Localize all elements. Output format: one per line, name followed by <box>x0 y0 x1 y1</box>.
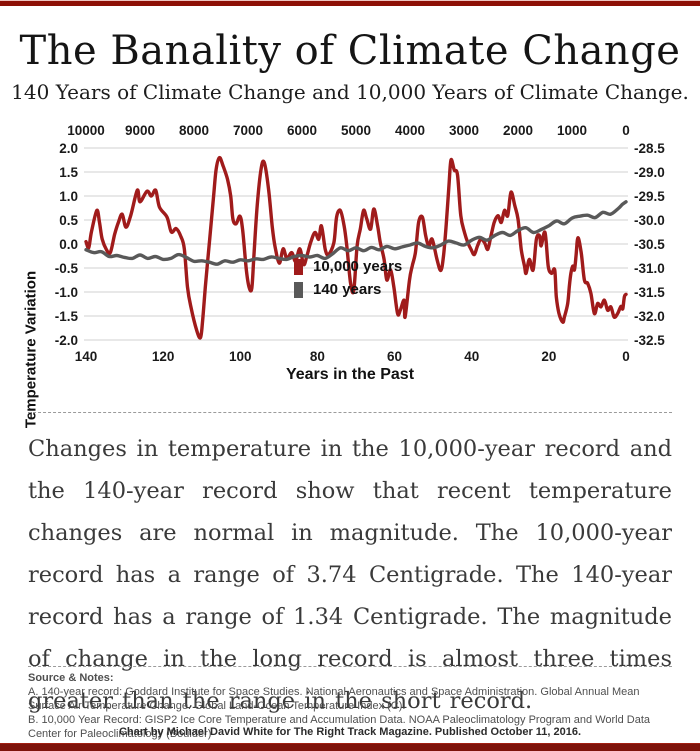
legend-label-10000-years: 10,000 years <box>313 258 403 275</box>
right-axis-tick: -29.5 <box>634 189 665 204</box>
right-axis-tick: -32.5 <box>634 333 665 348</box>
right-axis-tick: -31.0 <box>634 261 665 276</box>
left-axis-tick: -1.5 <box>55 309 79 324</box>
series-line-10-000-years <box>84 155 628 340</box>
y-axis-title: Temperature Variation <box>22 270 40 429</box>
top-axis-tick: 10000 <box>67 123 105 138</box>
bottom-axis-tick: 80 <box>310 349 325 364</box>
left-axis-tick: -1.0 <box>55 285 78 300</box>
left-axis-tick: 2.0 <box>59 141 78 156</box>
climate-chart: 10000 9000 8000 7000 6000 5000 4000 3000 2000 100… <box>0 113 700 428</box>
right-axis-tick: -30.0 <box>634 213 665 228</box>
top-axis-tick: 2000 <box>503 123 533 138</box>
legend-swatch-10000-years <box>294 258 303 275</box>
legend-swatch-140-years <box>294 281 303 298</box>
top-axis-tick: 7000 <box>233 123 263 138</box>
source-notes: Source & Notes: A. 140-year record: Godd… <box>28 671 678 741</box>
legend-item-10000-years: 10,000 years <box>294 258 402 275</box>
credit-line: Chart by Michael David White for The Rig… <box>118 726 582 738</box>
top-axis-tick: 8000 <box>179 123 209 138</box>
source-note-b: B. 10,000 Year Record: GISP2 Ice Core Te… <box>28 714 651 740</box>
top-axis-tick: 0 <box>622 123 630 138</box>
top-axis-tick: 5000 <box>341 123 371 138</box>
left-axis-tick: -0.5 <box>55 261 79 276</box>
bottom-accent-bar <box>0 743 700 751</box>
left-axis-tick: -2.0 <box>55 333 78 348</box>
left-axis-tick: 0.0 <box>59 237 78 252</box>
bottom-axis-tick: 120 <box>152 349 175 364</box>
source-notes-heading: Source & Notes: <box>28 672 114 684</box>
right-axis-tick: -29.0 <box>634 165 665 180</box>
divider-line-upper <box>28 412 672 413</box>
bottom-axis-tick: 0 <box>622 349 630 364</box>
body-paragraph: Changes in temperature in the 10,000-yea… <box>28 436 672 714</box>
top-axis-tick: 4000 <box>395 123 425 138</box>
right-axis-tick: -28.5 <box>634 141 665 156</box>
divider-line-lower <box>28 666 672 667</box>
source-note-a: A. 140-year record: Goddard Institute fo… <box>28 686 640 712</box>
legend-item-140-years: 140 years <box>294 281 402 298</box>
x-axis-title: Years in the Past <box>285 366 415 383</box>
left-axis-tick: 0.5 <box>59 213 78 228</box>
legend-label-140-years: 140 years <box>313 281 382 298</box>
bottom-axis-tick: 60 <box>387 349 402 364</box>
top-axis-tick: 3000 <box>449 123 479 138</box>
bottom-axis-tick: 40 <box>464 349 479 364</box>
left-axis-tick: 1.0 <box>59 189 78 204</box>
bottom-axis-tick: 140 <box>75 349 98 364</box>
left-axis-tick: 1.5 <box>59 165 78 180</box>
right-axis-tick: -31.5 <box>634 285 665 300</box>
right-axis-tick: -30.5 <box>634 237 665 252</box>
top-axis-tick: 9000 <box>125 123 155 138</box>
top-accent-bar <box>0 0 700 6</box>
top-axis-tick: 6000 <box>287 123 317 138</box>
page-title: The Banality of Climate Change <box>19 28 681 74</box>
chart-canvas: 10000 9000 8000 7000 6000 5000 4000 3000 2000 100… <box>55 123 666 364</box>
chart-legend: 10,000 years 140 years <box>294 258 402 304</box>
page-subtitle: 140 Years of Climate Change and 10,000 Y… <box>11 80 689 104</box>
series-line-140-years <box>84 200 628 266</box>
bottom-axis-tick: 20 <box>541 349 556 364</box>
bottom-axis-tick: 100 <box>229 349 252 364</box>
right-axis-tick: -32.0 <box>634 309 665 324</box>
top-axis-tick: 1000 <box>557 123 587 138</box>
